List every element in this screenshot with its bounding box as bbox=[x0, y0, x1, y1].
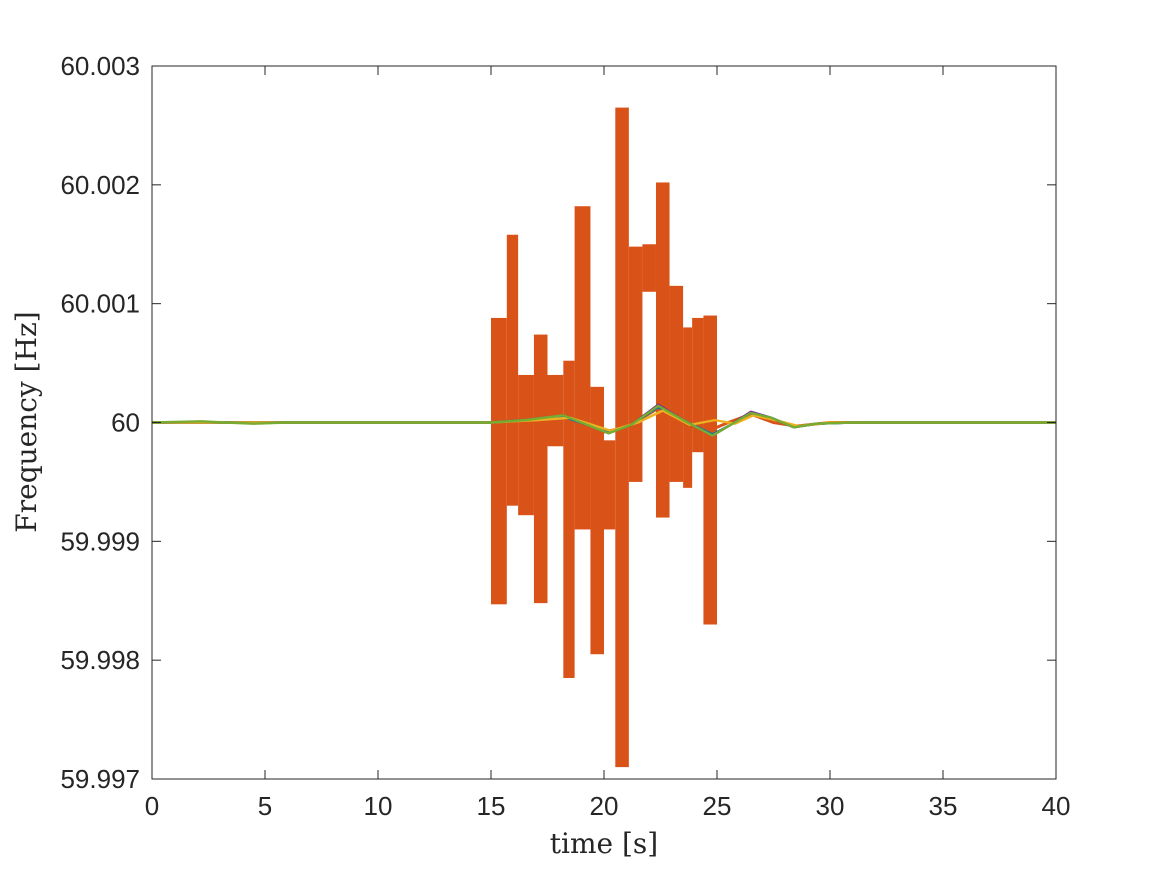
data-layer bbox=[151, 107, 1056, 768]
y-tick-label: 60.001 bbox=[60, 289, 140, 319]
oscillation-band-segment bbox=[590, 386, 604, 655]
x-tick-label: 30 bbox=[816, 791, 845, 821]
oscillation-band-segment bbox=[547, 374, 564, 447]
oscillation-band-segment bbox=[703, 315, 717, 625]
oscillation-band-segment bbox=[628, 246, 643, 482]
oscillation-band-segment bbox=[574, 206, 591, 530]
oscillation-band-segment bbox=[692, 317, 704, 453]
series-line bbox=[151, 404, 1056, 437]
x-tick-label: 5 bbox=[258, 791, 272, 821]
y-tick-label: 60.003 bbox=[60, 51, 140, 81]
y-tick-label: 59.998 bbox=[60, 645, 140, 675]
x-tick-label: 20 bbox=[590, 791, 619, 821]
oscillation-band-segment bbox=[491, 317, 507, 605]
x-tick-label: 25 bbox=[703, 791, 732, 821]
x-tick-label: 15 bbox=[477, 791, 506, 821]
oscillation-band-segment bbox=[604, 440, 616, 530]
x-tick-label: 10 bbox=[364, 791, 393, 821]
y-tick-label: 60.002 bbox=[60, 170, 140, 200]
y-tick-label: 59.999 bbox=[60, 526, 140, 556]
oscillation-band-segment bbox=[506, 234, 519, 506]
x-axis-label: time [s] bbox=[550, 827, 658, 860]
oscillating-band-series bbox=[152, 107, 1056, 768]
x-tick-label: 35 bbox=[929, 791, 958, 821]
y-tick-label: 60 bbox=[111, 408, 140, 438]
oscillation-band-segment bbox=[669, 285, 684, 482]
x-tick-label: 40 bbox=[1042, 791, 1071, 821]
oscillation-band-segment bbox=[615, 107, 629, 768]
oscillation-band-segment bbox=[642, 244, 656, 292]
y-tick-label: 59.997 bbox=[60, 764, 140, 794]
y-axis-label: Frequency [Hz] bbox=[10, 311, 43, 532]
oscillation-band-segment bbox=[655, 182, 670, 518]
oscillation-band-segment bbox=[533, 334, 548, 604]
oscillation-band-segment bbox=[683, 327, 693, 488]
x-tick-label: 0 bbox=[145, 791, 159, 821]
oscillation-band-segment bbox=[563, 360, 575, 678]
ticks-layer: 0 5 10 15 20 25 30 35 40 59.997 59.998 59.999 60 60.0… bbox=[60, 51, 1070, 821]
oscillation-band-segment bbox=[518, 374, 534, 516]
